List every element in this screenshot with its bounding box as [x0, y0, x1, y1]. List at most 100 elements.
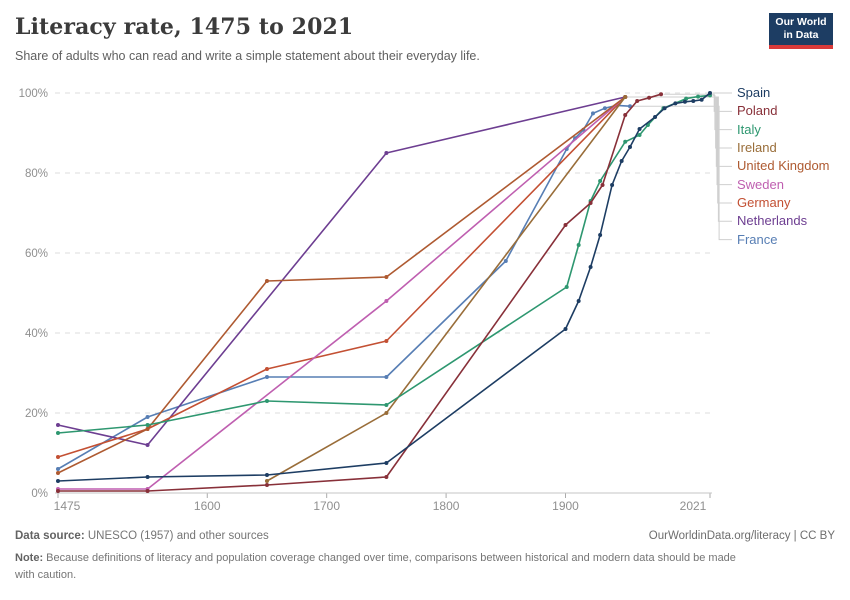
- legend-leader-italy: [712, 94, 732, 131]
- data-point-italy-1950: [623, 139, 628, 144]
- data-point-poland-1970: [647, 95, 652, 100]
- data-point-ireland-1950: [623, 95, 628, 99]
- y-axis-label-60: 60%: [25, 248, 48, 260]
- data-point-italy-2011: [696, 94, 701, 99]
- x-axis-label-2021: 2021: [680, 499, 707, 513]
- data-point-italy-1650: [264, 399, 269, 403]
- data-point-poland-1931: [600, 183, 605, 187]
- legend-item-netherlands[interactable]: Netherlands: [737, 213, 808, 229]
- data-point-italy-1475: [56, 431, 60, 435]
- series-line-germany[interactable]: [56, 95, 628, 459]
- data-point-netherlands-1550: [145, 443, 150, 447]
- data-point-spain-1900: [563, 327, 568, 331]
- data-point-spain-1962: [637, 127, 642, 131]
- data-point-spain-2000: [682, 99, 687, 104]
- data-point-united-kingdom-1750: [384, 275, 389, 279]
- owid-logo-line1: Our World: [775, 15, 827, 28]
- y-axis-label-40: 40%: [25, 328, 48, 340]
- data-point-germany-1475: [56, 455, 60, 459]
- data-point-poland-1550: [145, 489, 150, 493]
- data-point-spain-1550: [145, 475, 150, 479]
- data-point-italy-1929: [598, 179, 603, 183]
- data-point-spain-1983: [662, 106, 667, 111]
- data-point-poland-1960: [635, 99, 640, 103]
- data-point-ireland-1750: [384, 411, 389, 415]
- data-point-germany-1750: [384, 339, 389, 343]
- data-point-spain-1921: [588, 265, 593, 269]
- owid-logo-line2: in Data: [783, 29, 819, 41]
- legend-item-italy[interactable]: Italy: [737, 121, 761, 137]
- data-point-italy-1550: [145, 423, 150, 427]
- data-point-united-kingdom-1650: [264, 279, 269, 283]
- legend-item-germany[interactable]: Germany: [737, 194, 791, 210]
- data-point-spain-1750: [384, 461, 389, 465]
- data-point-poland-1921: [588, 201, 593, 205]
- data-point-poland-1900: [563, 223, 568, 227]
- y-axis-label-20: 20%: [25, 408, 48, 420]
- data-point-france-1550: [145, 415, 150, 419]
- series-line-italy[interactable]: [56, 93, 712, 435]
- data-point-spain-1947: [619, 159, 624, 163]
- x-axis-label-1700: 1700: [313, 499, 340, 513]
- data-point-italy-1901: [564, 285, 569, 289]
- data-point-italy-2001: [684, 96, 689, 101]
- legend-item-poland[interactable]: Poland: [737, 103, 778, 119]
- data-point-spain-1911: [576, 299, 581, 303]
- legend-leader-netherlands: [627, 96, 732, 222]
- data-point-spain-2007: [691, 99, 696, 103]
- owid-logo[interactable]: Our World in Data: [769, 13, 833, 49]
- data-point-france-1750: [384, 375, 389, 379]
- series-line-ireland[interactable]: [264, 95, 628, 483]
- legend-leader-france: [632, 105, 732, 241]
- y-axis-label-100: 100%: [19, 88, 48, 100]
- data-point-netherlands-1750: [384, 151, 389, 155]
- y-axis-label-80: 80%: [25, 168, 48, 180]
- data-point-france-1850: [503, 259, 508, 263]
- data-point-poland-1650: [264, 483, 269, 487]
- y-axis-label-0: 0%: [31, 488, 48, 500]
- chart-subtitle: Share of adults who can read and write a…: [15, 49, 480, 63]
- data-point-poland-1950: [623, 113, 628, 117]
- chart-note: Note: Because definitions of literacy an…: [15, 550, 757, 583]
- chart-footer: Data source: UNESCO (1957) and other sou…: [15, 530, 835, 583]
- series-line-united-kingdom[interactable]: [56, 95, 628, 475]
- data-point-france-1923: [590, 111, 595, 116]
- legend-item-ireland[interactable]: Ireland: [737, 139, 777, 155]
- data-point-italy-1962: [637, 133, 642, 137]
- x-axis-label-1475: 1475: [54, 499, 81, 513]
- data-point-italy-1750: [384, 403, 389, 407]
- attribution-link[interactable]: OurWorldinData.org/literacy | CC BY: [648, 530, 835, 542]
- legend-item-sweden[interactable]: Sweden: [737, 176, 784, 192]
- data-point-spain-1475: [56, 479, 60, 483]
- data-point-spain-1992: [673, 101, 678, 106]
- series-line-netherlands[interactable]: [56, 95, 628, 447]
- data-point-germany-1650: [264, 367, 269, 371]
- data-source: Data source: UNESCO (1957) and other sou…: [15, 530, 269, 542]
- data-point-france-1475: [56, 467, 60, 471]
- x-axis-label-1900: 1900: [552, 499, 579, 513]
- series-line-spain[interactable]: [56, 91, 712, 483]
- data-point-france-1933: [602, 106, 607, 111]
- data-point-poland-1750: [384, 475, 389, 479]
- series-line-france[interactable]: [56, 103, 632, 471]
- data-point-spain-1975: [653, 115, 658, 119]
- page-title: Literacy rate, 1475 to 2021: [15, 14, 354, 40]
- legend-leader-poland: [663, 93, 732, 112]
- data-point-poland-1475: [56, 489, 60, 493]
- chart-note-text: Because definitions of literacy and popu…: [15, 552, 736, 581]
- legend-item-spain[interactable]: Spain: [737, 85, 771, 100]
- chart-note-label: Note:: [15, 552, 44, 564]
- data-point-netherlands-1475: [56, 423, 60, 427]
- legend-item-france[interactable]: France: [737, 231, 778, 247]
- data-point-spain-1954: [627, 145, 632, 149]
- data-point-spain-1650: [264, 473, 269, 477]
- series-line-poland[interactable]: [56, 92, 664, 493]
- legend-item-united-kingdom[interactable]: United Kingdom: [737, 158, 830, 174]
- data-point-italy-1911: [576, 243, 581, 247]
- data-point-ireland-1650: [264, 479, 269, 483]
- data-point-united-kingdom-1475: [56, 471, 60, 475]
- data-point-spain-2021: [708, 91, 712, 95]
- data-point-france-1650: [264, 375, 269, 379]
